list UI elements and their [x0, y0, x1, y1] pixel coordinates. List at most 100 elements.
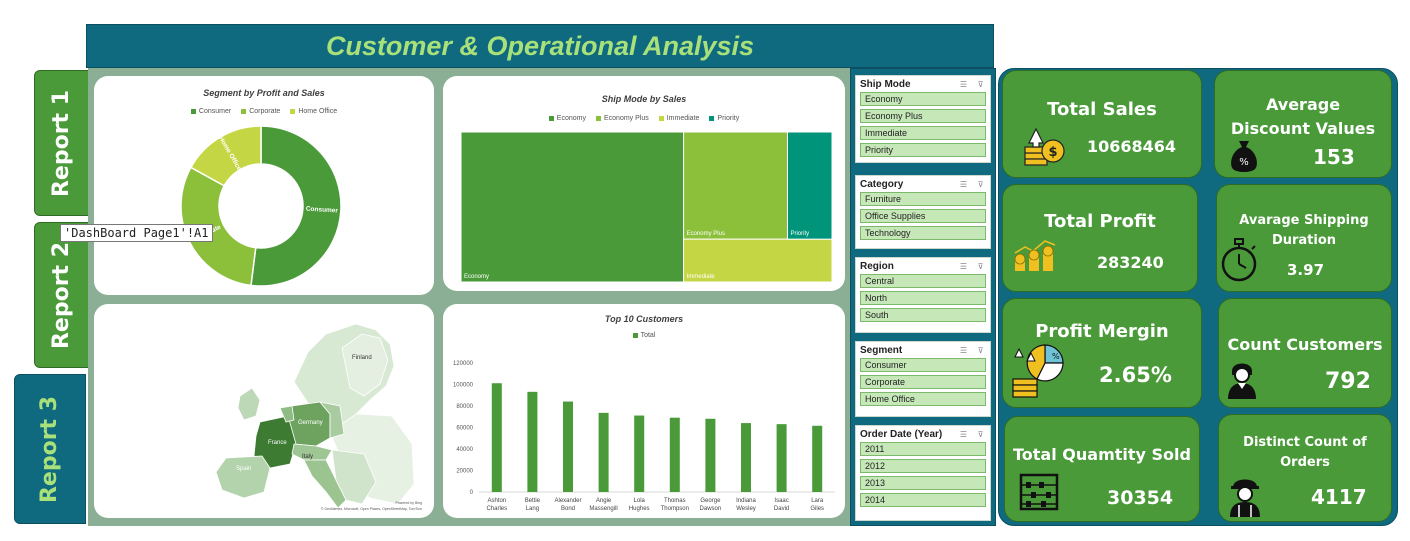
- kpi-average-discount-title: Average Discount Values: [1230, 95, 1376, 138]
- top-customers-chart-card[interactable]: Top 10 Customers Total 0 20000 40000 60000 8…: [443, 304, 845, 518]
- ship-mode-legend-item: Immediate: [658, 115, 700, 122]
- slicer-item[interactable]: Office Supplies: [860, 209, 986, 223]
- ship-mode-chart-title: Ship Mode by Sales: [601, 94, 687, 104]
- bar[interactable]: [669, 417, 680, 492]
- kpi-total-sales-title: Total Sales: [1047, 99, 1157, 120]
- bar[interactable]: [741, 423, 751, 492]
- slicer-item[interactable]: Economy: [860, 92, 986, 106]
- slicer-panel: Ship Mode ☰ ⊽ Economy Economy Plus Immedi…: [850, 68, 996, 526]
- ship-mode-chart-card[interactable]: Ship Mode by Sales Economy Economy Plus Im…: [443, 76, 845, 291]
- slicer-item[interactable]: 2014: [860, 493, 986, 507]
- bar[interactable]: [705, 418, 716, 492]
- treemap-tile[interactable]: [683, 131, 788, 240]
- treemap-tile-label: Economy: [464, 274, 489, 280]
- treemap-tile[interactable]: [460, 131, 685, 283]
- bar[interactable]: [598, 412, 609, 492]
- clear-filter-icon[interactable]: ⊽: [977, 346, 984, 355]
- x-tick-label: Lang: [526, 506, 539, 512]
- slicer-region[interactable]: Region ☰ ⊽ Central North South: [855, 257, 991, 333]
- bar[interactable]: [634, 415, 645, 492]
- segment-legend-label: Home Office: [298, 108, 338, 115]
- money-bag-icon: %: [1231, 141, 1257, 172]
- cell-reference-tooltip: 'DashBoard Page1'!A1: [60, 224, 213, 242]
- x-tick-label: Isaac: [774, 498, 788, 504]
- slicer-item[interactable]: North: [860, 291, 986, 305]
- kpi-average-discount-value: 153: [1313, 145, 1355, 169]
- slicer-item[interactable]: Corporate: [860, 375, 986, 389]
- slicer-ship-mode[interactable]: Ship Mode ☰ ⊽ Economy Economy Plus Immedi…: [855, 75, 991, 163]
- treemap-tile[interactable]: [786, 131, 833, 240]
- ship-mode-legend-label: Immediate: [666, 115, 700, 122]
- slicer-item[interactable]: 2013: [860, 476, 986, 490]
- tab-report-2[interactable]: Report 2: [34, 222, 90, 368]
- y-tick-label: 80000: [456, 404, 473, 410]
- coins-chart-icon: [1014, 240, 1056, 271]
- slicer-item[interactable]: Priority: [860, 143, 986, 157]
- clear-filter-icon[interactable]: ⊽: [977, 430, 984, 439]
- map-label-spain: Spain: [236, 466, 251, 472]
- top-customers-legend-item: Total: [632, 332, 655, 339]
- x-tick-label: Bond: [561, 506, 575, 512]
- x-tick-label: David: [774, 506, 789, 512]
- slicer-item[interactable]: Furniture: [860, 192, 986, 206]
- y-tick-label: 0: [470, 490, 474, 496]
- segment-chart-card[interactable]: Segment by Profit and Sales Consumer Corp…: [94, 76, 434, 295]
- slicer-item[interactable]: South: [860, 308, 986, 322]
- x-tick-label: Hughes: [629, 506, 650, 512]
- clear-filter-icon[interactable]: ⊽: [977, 180, 984, 189]
- multi-select-icon[interactable]: ☰: [959, 180, 968, 189]
- x-tick-label: Angie: [596, 498, 612, 504]
- top-customers-chart-title: Top 10 Customers: [604, 314, 684, 324]
- donut-slice[interactable]: [180, 166, 257, 287]
- multi-select-icon[interactable]: ☰: [959, 430, 968, 439]
- slicer-item[interactable]: Economy Plus: [860, 109, 986, 123]
- tab-report-3[interactable]: Report 3: [14, 374, 86, 524]
- slicer-item[interactable]: Technology: [860, 226, 986, 240]
- slicer-category-label: Category: [860, 179, 904, 190]
- y-tick-label: 120000: [453, 361, 474, 367]
- customer-person-icon: [1228, 363, 1256, 399]
- kpi-total-profit: Total Profit 283240: [1002, 184, 1198, 292]
- multi-select-icon[interactable]: ☰: [959, 80, 968, 89]
- donut-slice[interactable]: [189, 125, 262, 187]
- map-region-central: [318, 401, 345, 439]
- bar[interactable]: [776, 424, 787, 492]
- slicer-order-date-label: Order Date (Year): [860, 429, 943, 440]
- treemap-tile[interactable]: [683, 238, 833, 283]
- slicer-order-date[interactable]: Order Date (Year) ☰ ⊽ 2011 2012 2013 2014: [855, 425, 991, 521]
- bar[interactable]: [563, 401, 573, 492]
- ship-mode-legend-item: Priority: [709, 115, 739, 122]
- bar[interactable]: [527, 391, 538, 492]
- slicer-item[interactable]: Home Office: [860, 392, 986, 406]
- svg-text:%: %: [1239, 157, 1249, 168]
- ship-mode-legend-swatch: [709, 116, 715, 121]
- top-customers-bar-chart: 0 20000 40000 60000 80000 100000 120000 Ashton C…: [453, 361, 835, 512]
- profit-margin-icon: %: [1012, 344, 1064, 398]
- multi-select-icon[interactable]: ☰: [959, 346, 968, 355]
- segment-legend-label: Consumer: [198, 108, 232, 115]
- bar[interactable]: [491, 383, 502, 492]
- slicer-segment[interactable]: Segment ☰ ⊽ Consumer Corporate Home Offic…: [855, 341, 991, 417]
- map-card[interactable]: Finland Germany France Italy Spain Power…: [94, 304, 434, 518]
- kpi-distinct-orders: Distinct Count of Orders 4117: [1218, 414, 1392, 522]
- europe-map: Finland Germany France Italy Spain Power…: [215, 323, 422, 511]
- slicer-item[interactable]: 2012: [860, 459, 986, 473]
- slicer-category[interactable]: Category ☰ ⊽ Furniture Office Supplies Te…: [855, 175, 991, 249]
- clear-filter-icon[interactable]: ⊽: [977, 80, 984, 89]
- tab-report-1[interactable]: Report 1: [34, 70, 90, 216]
- donut-slice[interactable]: [250, 125, 342, 287]
- multi-select-icon[interactable]: ☰: [959, 262, 968, 271]
- bar[interactable]: [812, 425, 823, 492]
- slicer-item[interactable]: Immediate: [860, 126, 986, 140]
- map-region-balkans: [331, 449, 377, 505]
- slicer-item[interactable]: Consumer: [860, 358, 986, 372]
- abacus-icon: [1019, 473, 1059, 511]
- slicer-item[interactable]: Central: [860, 274, 986, 288]
- segment-legend-item: Home Office: [290, 108, 337, 115]
- slicer-region-label: Region: [860, 261, 894, 272]
- clear-filter-icon[interactable]: ⊽: [977, 262, 984, 271]
- ship-mode-legend-item: Economy: [548, 115, 586, 122]
- kpi-distinct-orders-value: 4117: [1311, 485, 1367, 509]
- slicer-item[interactable]: 2011: [860, 442, 986, 456]
- dashboard-title-bar: Customer & Operational Analysis: [86, 24, 994, 68]
